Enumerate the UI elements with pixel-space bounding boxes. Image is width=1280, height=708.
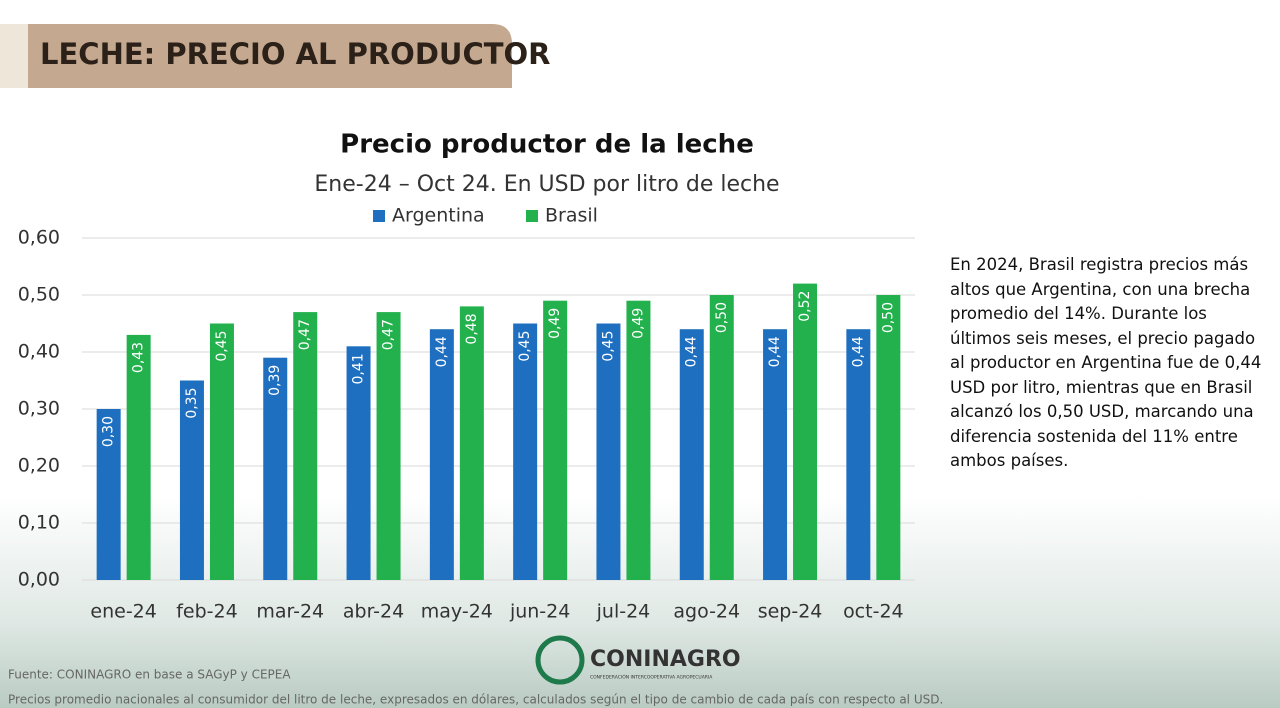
value-label: 0,44 — [684, 336, 700, 367]
y-tick-label: 0,30 — [18, 398, 60, 420]
x-tick-label: abr-24 — [343, 601, 404, 623]
commentary: En 2024, Brasil registra precios más alt… — [950, 255, 1262, 470]
bar — [596, 323, 621, 580]
chart-subtitle: Ene-24 – Oct 24. En USD por litro de lec… — [314, 172, 779, 197]
y-tick-label: 0,10 — [18, 512, 60, 534]
chart-title: Precio productor de la leche — [340, 130, 754, 160]
y-tick-label: 0,60 — [18, 227, 60, 249]
y-tick-label: 0,50 — [18, 284, 60, 306]
logo-icon — [535, 635, 585, 685]
legend-swatch — [526, 210, 538, 222]
x-tick-label: jul-24 — [596, 601, 651, 623]
x-tick-label: sep-24 — [758, 601, 823, 623]
value-label: 0,47 — [381, 319, 397, 350]
x-tick-label: oct-24 — [843, 601, 904, 623]
bar — [626, 300, 651, 580]
bar — [96, 409, 121, 580]
y-tick-label: 0,40 — [18, 341, 60, 363]
value-label: 0,47 — [297, 319, 313, 350]
value-label: 0,52 — [797, 291, 813, 322]
legend-swatch — [373, 210, 385, 222]
bar — [709, 295, 734, 580]
bar — [179, 380, 204, 580]
y-tick-label: 0,00 — [18, 569, 60, 591]
bar — [763, 329, 788, 580]
value-label: 0,45 — [214, 331, 230, 362]
value-label: 0,44 — [767, 336, 783, 367]
bar — [679, 329, 704, 580]
value-label: 0,48 — [464, 313, 480, 344]
x-tick-label: ene-24 — [90, 601, 156, 623]
bar — [793, 283, 818, 580]
bar — [376, 312, 401, 580]
value-label: 0,44 — [434, 336, 450, 367]
bar — [429, 329, 454, 580]
value-label: 0,41 — [351, 353, 367, 384]
bar — [876, 295, 901, 580]
value-label: 0,45 — [600, 331, 616, 362]
value-label: 0,49 — [630, 308, 646, 339]
bar — [459, 306, 484, 580]
bar — [513, 323, 538, 580]
value-label: 0,45 — [517, 331, 533, 362]
logo-text: CONINAGRO — [590, 647, 741, 672]
value-label: 0,50 — [714, 302, 730, 333]
x-tick-label: jun-24 — [509, 601, 570, 623]
bar — [263, 357, 288, 580]
header-box — [28, 24, 512, 88]
logo-subtitle: CONFEDERACIÓN INTERCOOPERATIVA AGROPECUA… — [590, 674, 713, 681]
value-label: 0,44 — [850, 336, 866, 367]
footer-source: Fuente: CONINAGRO en base a SAGyP y CEPE… — [8, 668, 291, 682]
value-label: 0,30 — [101, 416, 117, 447]
legend-label: Brasil — [545, 205, 598, 227]
bar — [846, 329, 871, 580]
header-title: LECHE: PRECIO AL PRODUCTOR — [40, 37, 551, 71]
y-tick-label: 0,20 — [18, 455, 60, 477]
value-label: 0,35 — [184, 388, 200, 419]
value-label: 0,49 — [547, 308, 563, 339]
x-tick-label: feb-24 — [176, 601, 237, 623]
bar — [293, 312, 318, 580]
x-tick-label: mar-24 — [256, 601, 324, 623]
footer-note: Precios promedio nacionales al consumido… — [8, 693, 943, 707]
value-label: 0,39 — [267, 365, 283, 396]
value-label: 0,43 — [131, 342, 147, 373]
bar — [209, 323, 234, 580]
value-label: 0,50 — [880, 302, 896, 333]
bar — [543, 300, 568, 580]
x-tick-label: ago-24 — [673, 601, 740, 623]
bar — [126, 334, 151, 580]
bar — [346, 346, 371, 580]
x-tick-label: may-24 — [421, 601, 493, 623]
legend-label: Argentina — [392, 205, 485, 227]
